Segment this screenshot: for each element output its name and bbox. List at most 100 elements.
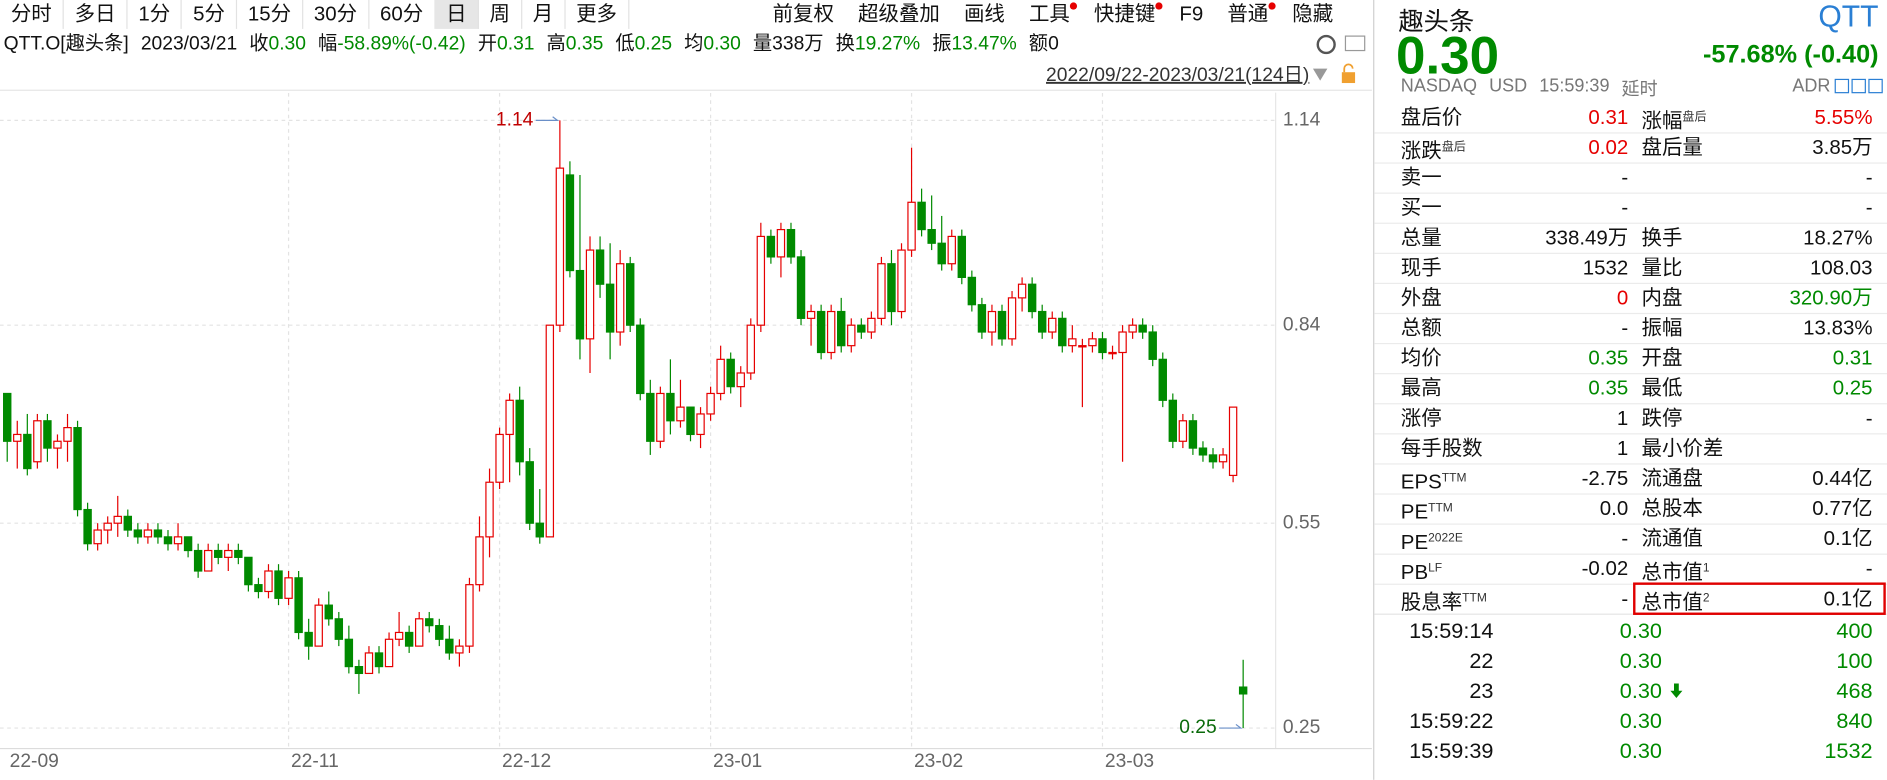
price-change: -57.68% (-0.40) (1702, 40, 1879, 69)
candle-body (264, 570, 273, 593)
candle-body (837, 310, 846, 347)
info-row: PBLF -0.02 总市值1 - (1374, 554, 1887, 585)
candle-body (525, 461, 534, 524)
info-value: 1532 (1582, 256, 1629, 280)
quote-bar: QTT.O[趣头条] 2023/03/21 收0.30 幅-58.89%(-0.4… (4, 30, 1059, 59)
tool-button[interactable]: F9 (1179, 2, 1204, 26)
candle-body (947, 235, 956, 265)
info-label-text: 跌停 (1641, 406, 1683, 430)
tool-button[interactable]: 画线 (963, 2, 1005, 26)
edit-icon[interactable] (1834, 78, 1850, 94)
info-label-text: PB (1400, 560, 1429, 584)
trade-price: 0.30 (1619, 678, 1662, 703)
info-label: 现手 (1401, 253, 1442, 283)
quote-label: 收 (249, 33, 269, 55)
period-button[interactable]: 15分 (237, 0, 304, 29)
candle-body (1108, 351, 1117, 355)
candle-body (887, 263, 896, 313)
info-label-sup: TTM (1428, 501, 1453, 516)
candle-body (63, 427, 72, 442)
period-button[interactable]: 周 (479, 0, 522, 29)
info-value: 18.27% (1803, 226, 1873, 250)
info-row: 股息率TTM - 总市值2 0.1亿 (1374, 582, 1887, 618)
candle-body (696, 413, 705, 436)
quote-field: 量338万 (753, 30, 824, 59)
range-label[interactable]: 2022/09/22-2023/03/21(124日) (1046, 65, 1309, 86)
candle-body (686, 406, 695, 436)
panel-icons (1834, 78, 1883, 94)
window-icon[interactable] (1344, 35, 1366, 52)
candle-body (997, 310, 1007, 340)
candle-body (826, 310, 836, 354)
info-label-text: 最低 (1641, 376, 1683, 400)
candle-body (1027, 283, 1037, 313)
candle-body (776, 228, 786, 258)
period-button[interactable]: 1分 (128, 0, 183, 29)
candle-body (847, 324, 856, 347)
trade-price: 0.30 (1619, 738, 1662, 763)
quote-label: 换 (835, 33, 855, 55)
candle-body (857, 324, 866, 333)
info-value: - (1865, 196, 1873, 220)
info-value: 0.35 (1588, 376, 1629, 400)
y-tick-label: 0.25 (1283, 717, 1320, 738)
info-label: 总市值2 (1641, 584, 1709, 618)
info-value: 0.77亿 (1812, 497, 1873, 520)
quote-label: 幅 (318, 33, 338, 55)
candle-body (1158, 358, 1167, 401)
period-button[interactable]: 分时 (0, 0, 64, 29)
period-button[interactable]: 更多 (565, 0, 630, 29)
candle-body (806, 310, 816, 319)
tool-button[interactable]: 隐藏 (1292, 2, 1334, 26)
candle-body (455, 645, 464, 654)
candle-body (214, 549, 223, 558)
period-button[interactable]: 30分 (303, 0, 370, 29)
alert-icon[interactable] (1851, 78, 1866, 94)
tool-button[interactable]: 快捷键 (1082, 0, 1167, 29)
info-label: PETTM (1401, 493, 1453, 527)
settings-icon[interactable] (1316, 34, 1336, 55)
info-label: 均价 (1401, 343, 1442, 373)
tool-button[interactable]: 工具 (1017, 0, 1082, 29)
period-button[interactable]: 60分 (369, 0, 436, 29)
info-value: -0.02 (1581, 557, 1629, 581)
candle-body (294, 577, 303, 634)
period-button[interactable]: 多日 (64, 0, 128, 29)
candle-body (877, 263, 886, 319)
candle-body (1198, 447, 1208, 456)
quote-field: 低0.25 (615, 30, 672, 59)
period-button[interactable]: 5分 (182, 0, 238, 29)
quote-value: 0.30 (703, 33, 741, 55)
stock-name: 趣头条 (1398, 8, 1475, 37)
trade-volume: 100 (1836, 648, 1873, 673)
candle-body (374, 652, 384, 668)
candle-body (13, 433, 22, 442)
info-label-text: 振幅 (1641, 316, 1683, 340)
candle-body (163, 536, 173, 545)
candle-body (1238, 686, 1248, 695)
candle-body (746, 324, 756, 374)
tool-toolbar: 前复权 超级叠加 画线 工具 快捷键 F9 普通 隐藏 (761, 0, 1346, 29)
trade-volume: 1532 (1824, 738, 1873, 763)
candle-body (133, 529, 143, 538)
candle-body (565, 174, 575, 272)
info-label: 涨跌盘后 (1401, 132, 1466, 166)
tool-button[interactable]: 普通 (1215, 0, 1280, 29)
period-button[interactable]: 日 (435, 0, 479, 29)
candle-body (1208, 454, 1218, 463)
range-dropdown[interactable] (1312, 68, 1328, 81)
candle-body (595, 249, 605, 285)
candle-body (465, 584, 474, 647)
add-icon[interactable] (1868, 78, 1883, 94)
lock-icon[interactable] (1341, 72, 1356, 84)
info-label: PBLF (1401, 554, 1442, 588)
info-label-sup: 2022E (1428, 531, 1463, 546)
candle-body (867, 317, 876, 333)
tool-button[interactable]: 超级叠加 (858, 2, 940, 26)
candle-body (766, 235, 776, 258)
tool-button[interactable]: 前复权 (772, 2, 834, 26)
candle-body (203, 549, 213, 572)
candle-body (1048, 317, 1057, 333)
period-button[interactable]: 月 (522, 0, 566, 29)
